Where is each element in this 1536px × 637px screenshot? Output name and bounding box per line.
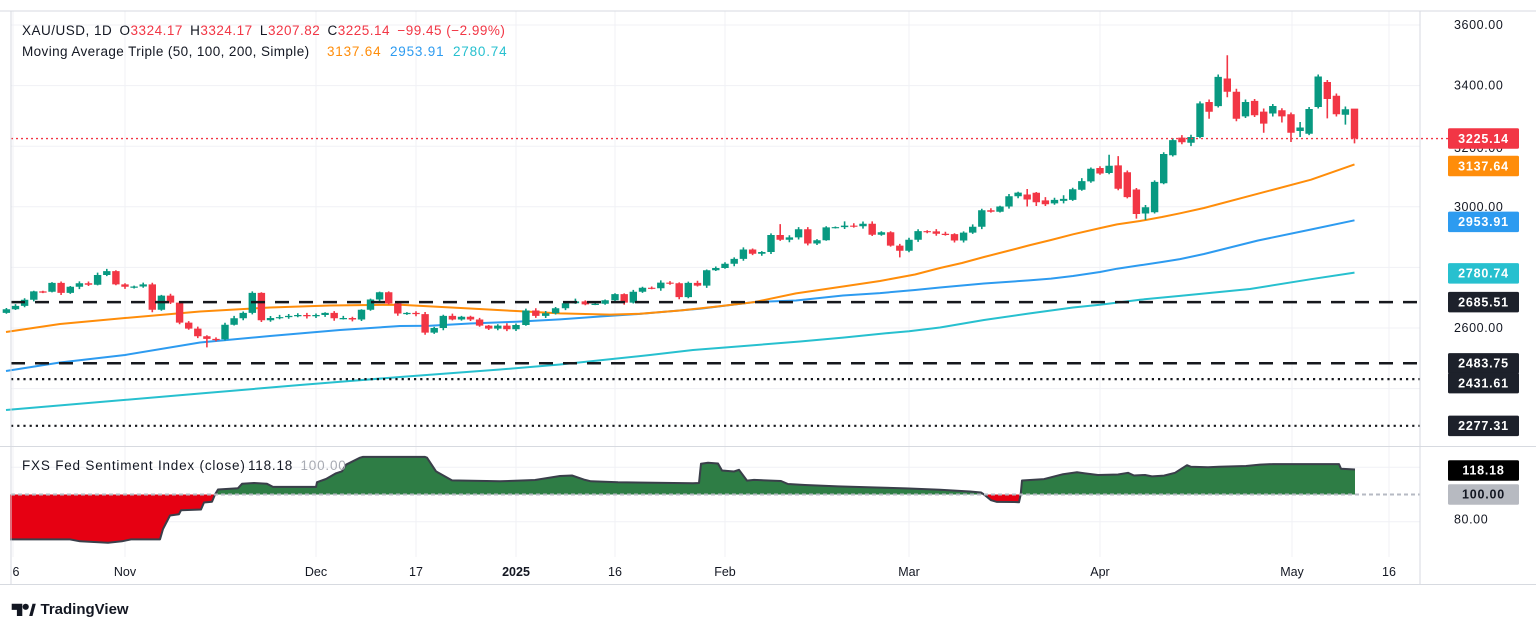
svg-text:TradingView: TradingView [41, 601, 129, 618]
svg-text:2277.31: 2277.31 [1458, 419, 1509, 433]
svg-text:Nov: Nov [114, 565, 137, 579]
svg-text:3225.14: 3225.14 [1458, 132, 1509, 146]
svg-text:2953.91: 2953.91 [1458, 215, 1509, 229]
svg-text:XAU/USD, 1D O3324.17 H3324.17: XAU/USD, 1D O3324.17 H3324.17 L3207.82 C… [22, 23, 505, 38]
svg-text:2431.61: 2431.61 [1458, 376, 1509, 390]
svg-text:2483.75: 2483.75 [1458, 357, 1509, 371]
svg-text:Apr: Apr [1090, 565, 1109, 579]
svg-text:Moving Average Triple (50, 100: Moving Average Triple (50, 100, 200, Sim… [22, 44, 507, 59]
svg-text:3137.64: 3137.64 [1458, 159, 1509, 173]
svg-text:100.00: 100.00 [1462, 488, 1505, 502]
svg-text:80.00: 80.00 [1454, 513, 1488, 527]
svg-text:6: 6 [13, 565, 20, 579]
svg-text:2780.74: 2780.74 [1458, 267, 1509, 281]
svg-text:2025: 2025 [502, 565, 530, 579]
svg-text:3600.00: 3600.00 [1454, 18, 1503, 32]
svg-text:17: 17 [409, 565, 423, 579]
svg-text:Feb: Feb [714, 565, 736, 579]
svg-text:16: 16 [1382, 565, 1396, 579]
svg-text:2685.51: 2685.51 [1458, 295, 1509, 309]
svg-text:3000.00: 3000.00 [1454, 200, 1503, 214]
svg-text:3400.00: 3400.00 [1454, 79, 1503, 93]
svg-text:Mar: Mar [898, 565, 920, 579]
svg-text:May: May [1280, 565, 1304, 579]
svg-text:FXS Fed Sentiment Index (close: FXS Fed Sentiment Index (close) 118.18 100… [22, 458, 347, 473]
svg-text:2600.00: 2600.00 [1454, 321, 1503, 335]
svg-text:16: 16 [608, 565, 622, 579]
svg-text:Dec: Dec [305, 565, 327, 579]
svg-text:118.18: 118.18 [1462, 464, 1504, 478]
